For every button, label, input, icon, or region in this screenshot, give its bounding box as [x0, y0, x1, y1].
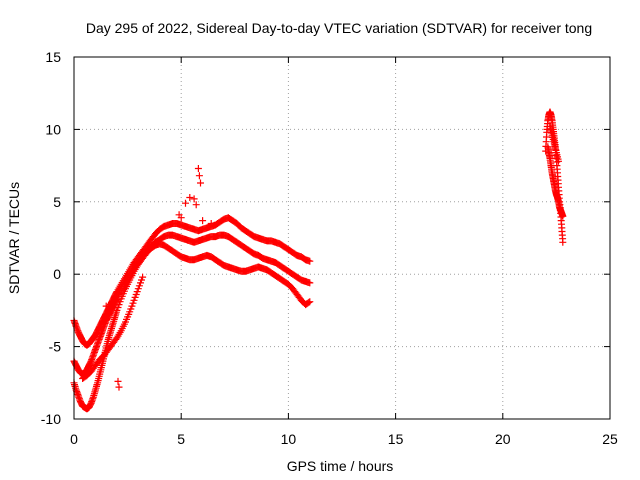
y-axis-label: SDTVAR / TECUs	[6, 182, 22, 294]
y-tick-label: 15	[45, 49, 61, 65]
data-point	[175, 211, 183, 219]
data-point	[139, 273, 147, 281]
data-points	[70, 108, 567, 413]
data-point	[192, 201, 200, 209]
data-point	[305, 298, 313, 306]
x-tick-label: 10	[281, 431, 297, 447]
chart-title: Day 295 of 2022, Sidereal Day-to-day VTE…	[86, 20, 592, 36]
y-tick-label: -5	[49, 339, 62, 355]
data-point	[195, 172, 203, 180]
data-point	[306, 279, 314, 287]
data-point	[559, 238, 567, 246]
plot-border	[73, 56, 611, 420]
y-tick-label: 0	[53, 266, 61, 282]
data-point	[194, 165, 202, 172]
data-point	[306, 298, 314, 306]
x-tick-label: 15	[388, 431, 404, 447]
data-point	[199, 217, 207, 225]
data-point	[102, 302, 110, 310]
axis-ticks: 0 5 10 15 20 25 -10 -5 0 5 10 15	[41, 49, 618, 447]
data-point	[555, 157, 562, 165]
data-point	[190, 195, 198, 203]
data-point	[197, 179, 204, 187]
x-tick-label: 20	[495, 431, 511, 447]
data-point	[115, 383, 123, 391]
x-tick-label: 5	[177, 431, 185, 447]
x-tick-label: 0	[70, 431, 78, 447]
x-tick-label: 25	[602, 431, 618, 447]
y-tick-label: 5	[53, 194, 61, 210]
y-tick-label: -10	[41, 411, 61, 427]
x-axis-label: GPS time / hours	[287, 458, 394, 474]
data-point	[306, 257, 314, 265]
data-point	[186, 194, 194, 201]
y-tick-label: 10	[45, 121, 61, 137]
data-point	[182, 199, 189, 207]
data-point	[114, 377, 122, 385]
data-point	[559, 212, 567, 220]
data-point	[207, 220, 215, 227]
